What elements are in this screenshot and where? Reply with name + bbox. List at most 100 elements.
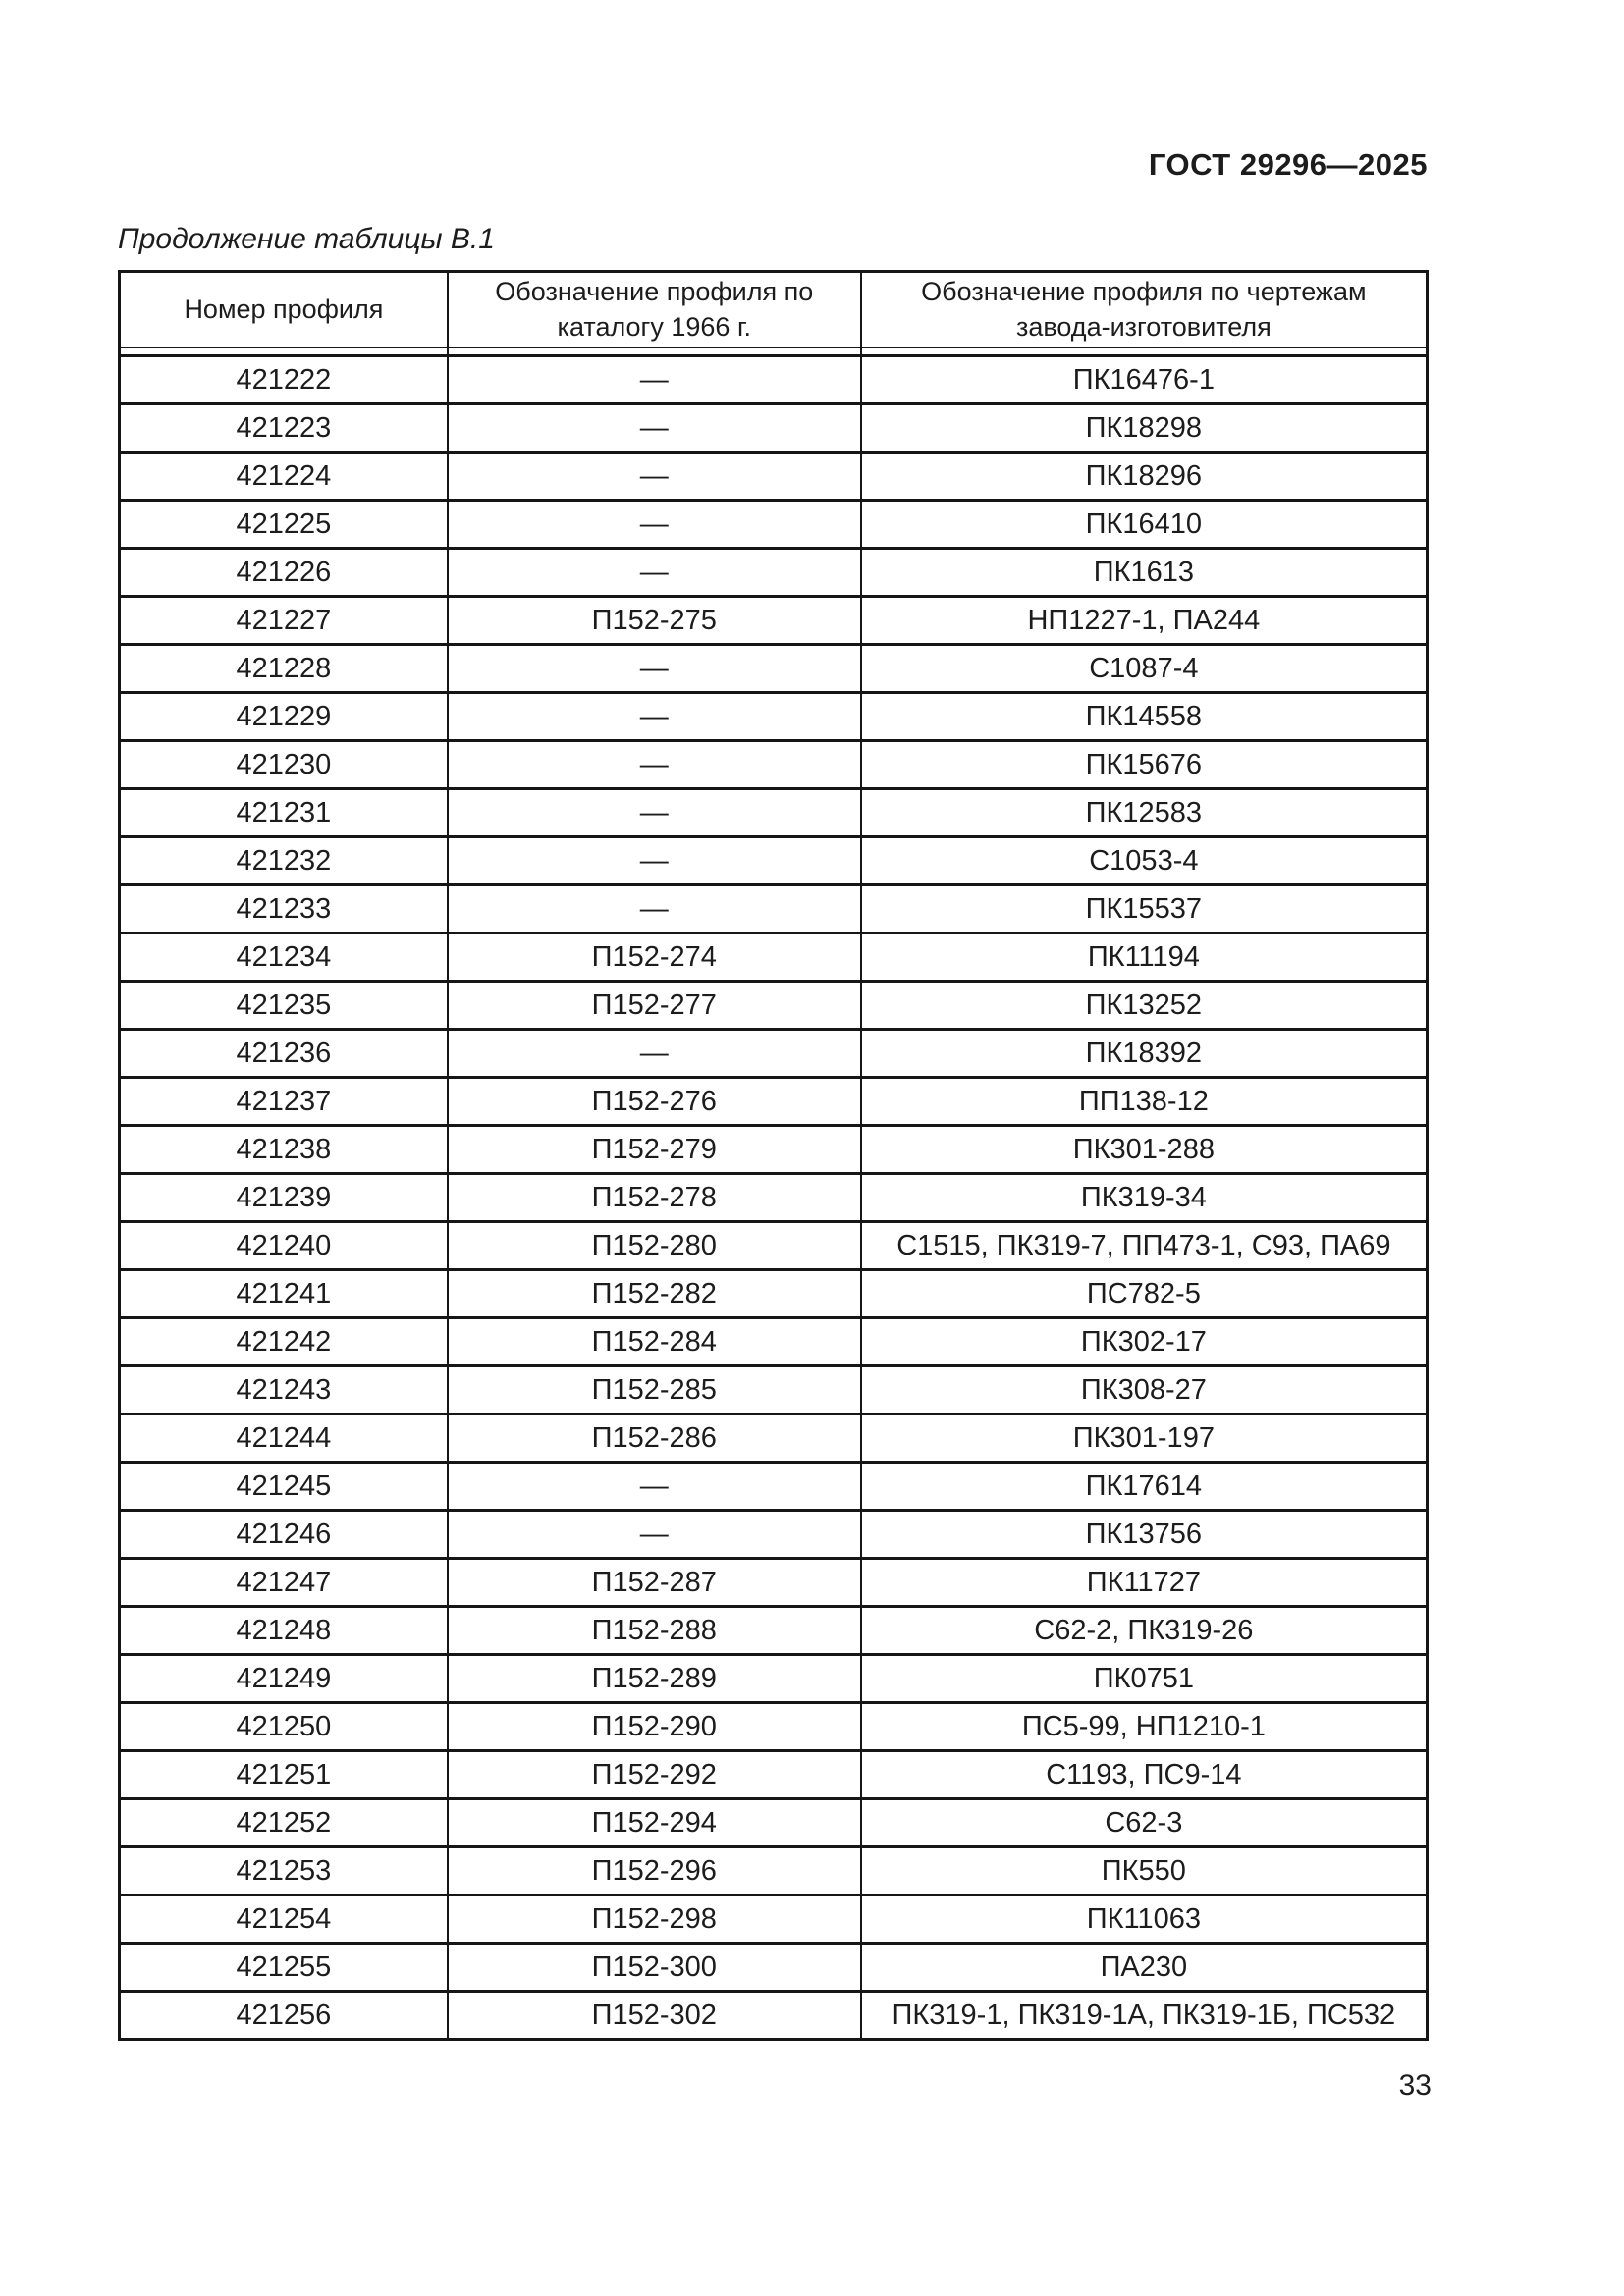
table-row: 421239 П152-278 ПК319-34 [118,1172,1429,1224]
table-row: 421232— С1053-4 [118,835,1429,887]
table-cell: 421222 [118,354,449,406]
table-cell: П152-294 [446,1797,862,1849]
table-cell: П152-276 [446,1076,862,1128]
table-row: 421235 П152-277 ПК13252 [118,980,1429,1032]
table-row: 421233— ПК15537 [118,883,1429,935]
table-cell: П152-279 [446,1124,862,1176]
table-cell: ПК1613 [859,547,1429,599]
column-header-catalog-1966: Обозначение профиля по каталогу 1966 г. [446,271,862,349]
table-cell: П152-286 [446,1413,862,1465]
table-cell: П152-290 [446,1701,862,1753]
table-cell: ПС5-99, НП1210-1 [859,1701,1429,1753]
table-cell: 421246 [118,1509,449,1561]
table-cell: — [446,739,862,791]
table-row: 421237 П152-276 ПП138-12 [118,1076,1429,1128]
table-cell: ПК319-1, ПК319-1А, ПК319-1Б, ПС532 [859,1990,1429,2042]
profiles-table: Номер профиля Обозначение профиля по кат… [118,270,1429,2042]
table-cell: П152-274 [446,932,862,984]
table-cell: — [446,883,862,935]
table-row: 421255 П152-300 ПА230 [118,1942,1429,1994]
table-cell: 421226 [118,547,449,599]
table-cell: ПК550 [859,1845,1429,1897]
table-cell: 421229 [118,691,449,743]
table-cell: 421254 [118,1894,449,1946]
table-cell: С62-2, ПК319-26 [859,1605,1429,1657]
table-row: 421254 П152-298 ПК11063 [118,1894,1429,1946]
header-double-rule [118,347,1429,358]
table-cell: ПК16410 [859,499,1429,551]
table-row: 421234 П152-274 ПК11194 [118,932,1429,984]
table-cell: С1053-4 [859,835,1429,887]
table-cell: — [446,1461,862,1513]
table-cell: 421243 [118,1364,449,1416]
table-cell: П152-284 [446,1316,862,1368]
table-row: 421238 П152-279 ПК301-288 [118,1124,1429,1176]
table-row: 421229— ПК14558 [118,691,1429,743]
table-cell: 421224 [118,451,449,503]
table-row: 421247 П152-287 ПК11727 [118,1557,1429,1609]
table-row: 421225— ПК16410 [118,499,1429,551]
table-row: 421245— ПК17614 [118,1461,1429,1513]
table-row: 421243 П152-285 ПК308-27 [118,1364,1429,1416]
table-cell: ПК14558 [859,691,1429,743]
table-cell: П152-277 [446,980,862,1032]
table-cell: ПК301-197 [859,1413,1429,1465]
table-cell: П152-288 [446,1605,862,1657]
table-cell: ПК11063 [859,1894,1429,1946]
standard-number: ГОСТ 29296—2025 [1148,147,1428,182]
table-row: 421236— ПК18392 [118,1028,1429,1080]
table-cell: 421248 [118,1605,449,1657]
table-cell: 421241 [118,1268,449,1320]
table-row: 421249 П152-289 ПК0751 [118,1653,1429,1705]
table-cell: 421238 [118,1124,449,1176]
table-cell: ПК16476-1 [859,354,1429,406]
table-cell: ПК18298 [859,402,1429,454]
table-cell: ПК11194 [859,932,1429,984]
table-row: 421253 П152-296 ПК550 [118,1845,1429,1897]
table-cell: 421230 [118,739,449,791]
table-cell: ПС782-5 [859,1268,1429,1320]
table-row: 421251 П152-292 С1193, ПС9-14 [118,1749,1429,1801]
table-row: 421250 П152-290 ПС5-99, НП1210-1 [118,1701,1429,1753]
table-cell: — [446,1028,862,1080]
table-cell: ПК308-27 [859,1364,1429,1416]
table-cell: — [446,643,862,695]
table-row: 421226— ПК1613 [118,547,1429,599]
table-cell: ПК301-288 [859,1124,1429,1176]
table-cell: П152-302 [446,1990,862,2042]
table-cell: ПК15537 [859,883,1429,935]
table-cell: 421228 [118,643,449,695]
table-row: 421231— ПК12583 [118,787,1429,839]
table-header-row: Номер профиля Обозначение профиля по кат… [118,271,1429,349]
table-cell: ПК18296 [859,451,1429,503]
table-cell: — [446,835,862,887]
table-row: 421240 П152-280 С1515, ПК319-7, ПП473-1, С… [118,1220,1429,1272]
table-cell: 421223 [118,402,449,454]
table-cell: 421247 [118,1557,449,1609]
table-cell: 421234 [118,932,449,984]
table-cell: — [446,499,862,551]
table-cell: 421242 [118,1316,449,1368]
table-row: 421230— ПК15676 [118,739,1429,791]
table-cell: ПК17614 [859,1461,1429,1513]
table-cell: 421237 [118,1076,449,1128]
table-cell: 421225 [118,499,449,551]
table-row: 421224— ПК18296 [118,451,1429,503]
table-cell: 421231 [118,787,449,839]
table-cell: П152-275 [446,595,862,647]
table-cell: 421232 [118,835,449,887]
table-cell: 421256 [118,1990,449,2042]
table-cell: 421235 [118,980,449,1032]
table-cell: 421244 [118,1413,449,1465]
table-cell: С1087-4 [859,643,1429,695]
table-cell: П152-298 [446,1894,862,1946]
table-cell: П152-280 [446,1220,862,1272]
table-row: 421242 П152-284 ПК302-17 [118,1316,1429,1368]
table-cell: С62-3 [859,1797,1429,1849]
table-cell: 421249 [118,1653,449,1705]
table-cell: ПК18392 [859,1028,1429,1080]
table-cell: 421227 [118,595,449,647]
table-cell: ПК13252 [859,980,1429,1032]
table-cell: 421255 [118,1942,449,1994]
